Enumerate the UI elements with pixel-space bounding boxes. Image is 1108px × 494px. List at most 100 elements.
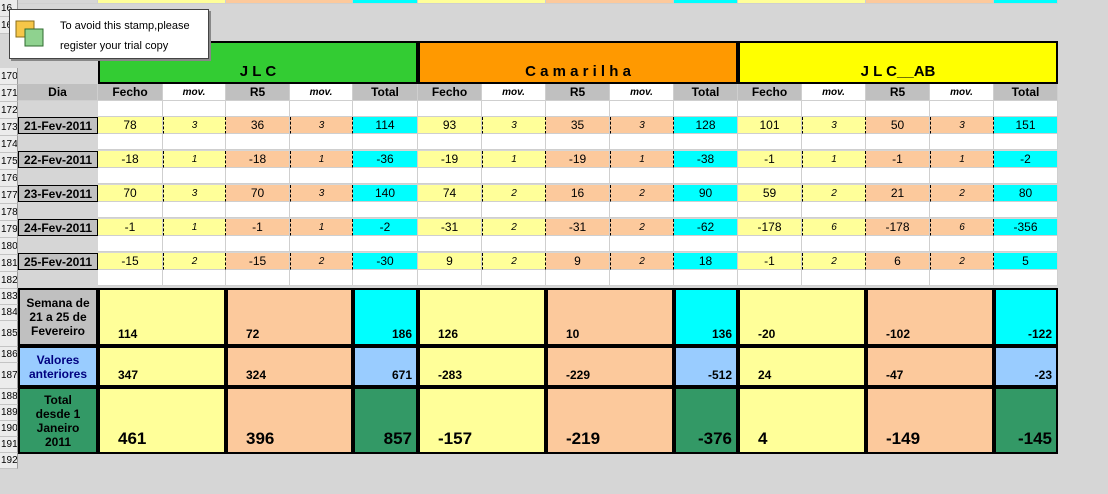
summary-value[interactable]: 396 <box>226 387 353 454</box>
summary-value[interactable]: -512 <box>674 346 738 387</box>
value-cell[interactable]: -31 <box>546 219 610 236</box>
summary-value[interactable]: 10 <box>546 288 674 346</box>
summary-value[interactable]: 461 <box>98 387 226 454</box>
value-cell[interactable]: 140 <box>353 185 418 202</box>
cutoff-cell[interactable]: 24 <box>738 0 866 4</box>
value-cell[interactable]: 2 <box>610 185 674 202</box>
summary-value[interactable]: 186 <box>353 288 418 346</box>
value-cell[interactable]: 80 <box>994 185 1058 202</box>
value-cell[interactable]: 35 <box>546 117 610 134</box>
value-cell[interactable]: -2 <box>353 219 418 236</box>
value-cell[interactable]: 2 <box>930 253 994 270</box>
value-cell[interactable]: 21 <box>866 185 930 202</box>
value-cell[interactable]: -15 <box>226 253 290 270</box>
value-cell[interactable]: 3 <box>290 185 353 202</box>
header-total[interactable]: Total <box>674 84 738 101</box>
date-cell[interactable]: 22-Fev-2011 <box>18 151 98 168</box>
cutoff-cell[interactable]: 2011 <box>18 0 98 4</box>
header-fecho[interactable]: Fecho <box>418 84 482 101</box>
header-fecho[interactable]: Fecho <box>738 84 802 101</box>
summary-value[interactable]: 857 <box>353 387 418 454</box>
summary-value[interactable]: -102 <box>866 288 994 346</box>
summary-value[interactable]: 72 <box>226 288 353 346</box>
value-cell[interactable]: 6 <box>802 219 866 236</box>
cutoff-cell[interactable]: 671 <box>353 0 418 4</box>
header-r5[interactable]: R5 <box>866 84 930 101</box>
value-cell[interactable]: 6 <box>866 253 930 270</box>
value-cell[interactable]: 70 <box>98 185 163 202</box>
value-cell[interactable]: 3 <box>482 117 546 134</box>
summary-value[interactable]: 136 <box>674 288 738 346</box>
value-cell[interactable]: 151 <box>994 117 1058 134</box>
value-cell[interactable]: 2 <box>802 253 866 270</box>
value-cell[interactable]: 50 <box>866 117 930 134</box>
value-cell[interactable]: 36 <box>226 117 290 134</box>
summary-value[interactable]: -47 <box>866 346 994 387</box>
value-cell[interactable]: 1 <box>163 151 226 168</box>
group-header-3[interactable]: J L C__AB <box>738 41 1058 84</box>
value-cell[interactable]: 3 <box>610 117 674 134</box>
date-cell[interactable]: 23-Fev-2011 <box>18 185 98 202</box>
value-cell[interactable]: 2 <box>163 253 226 270</box>
value-cell[interactable]: 2 <box>290 253 353 270</box>
summary-value[interactable]: -20 <box>738 288 866 346</box>
value-cell[interactable]: 2 <box>610 253 674 270</box>
value-cell[interactable]: 1 <box>930 151 994 168</box>
value-cell[interactable]: -38 <box>674 151 738 168</box>
value-cell[interactable]: 78 <box>98 117 163 134</box>
cutoff-cell[interactable]: -283 <box>418 0 546 4</box>
value-cell[interactable]: -62 <box>674 219 738 236</box>
summary-value[interactable]: -157 <box>418 387 546 454</box>
summary-value[interactable]: 671 <box>353 346 418 387</box>
value-cell[interactable]: -31 <box>418 219 482 236</box>
header-total[interactable]: Total <box>353 84 418 101</box>
value-cell[interactable]: 74 <box>418 185 482 202</box>
value-cell[interactable]: 114 <box>353 117 418 134</box>
value-cell[interactable]: 18 <box>674 253 738 270</box>
summary-value[interactable]: 347 <box>98 346 226 387</box>
header-total[interactable]: Total <box>994 84 1058 101</box>
summary-value[interactable]: -229 <box>546 346 674 387</box>
header-r5[interactable]: R5 <box>226 84 290 101</box>
cutoff-cell[interactable]: -229 <box>546 0 674 4</box>
summary-value[interactable]: -122 <box>994 288 1058 346</box>
value-cell[interactable]: 1 <box>802 151 866 168</box>
cutoff-cell[interactable]: 324 <box>226 0 353 4</box>
summary-value[interactable]: -283 <box>418 346 546 387</box>
summary-value[interactable]: -219 <box>546 387 674 454</box>
header-mov[interactable]: mov. <box>163 84 226 101</box>
value-cell[interactable]: 101 <box>738 117 802 134</box>
value-cell[interactable]: 93 <box>418 117 482 134</box>
summary-value[interactable]: 324 <box>226 346 353 387</box>
value-cell[interactable]: 6 <box>930 219 994 236</box>
summary-value[interactable]: 126 <box>418 288 546 346</box>
value-cell[interactable]: -18 <box>226 151 290 168</box>
value-cell[interactable]: -36 <box>353 151 418 168</box>
summary-value[interactable]: 4 <box>738 387 866 454</box>
header-r5[interactable]: R5 <box>546 84 610 101</box>
summary-value[interactable]: -376 <box>674 387 738 454</box>
cutoff-cell[interactable]: -23 <box>994 0 1058 4</box>
value-cell[interactable]: 2 <box>802 185 866 202</box>
date-cell[interactable]: 24-Fev-2011 <box>18 219 98 236</box>
value-cell[interactable]: 1 <box>290 151 353 168</box>
value-cell[interactable]: 16 <box>546 185 610 202</box>
date-cell[interactable]: 25-Fev-2011 <box>18 253 98 270</box>
value-cell[interactable]: 1 <box>290 219 353 236</box>
value-cell[interactable]: 2 <box>482 253 546 270</box>
cutoff-cell[interactable]: -512 <box>674 0 738 4</box>
header-mov[interactable]: mov. <box>482 84 546 101</box>
group-header-2[interactable]: C a m a r i l h a <box>418 41 738 84</box>
value-cell[interactable]: -15 <box>98 253 163 270</box>
value-cell[interactable]: 9 <box>546 253 610 270</box>
value-cell[interactable]: 9 <box>418 253 482 270</box>
header-fecho[interactable]: Fecho <box>98 84 163 101</box>
value-cell[interactable]: 1 <box>163 219 226 236</box>
value-cell[interactable]: 2 <box>482 219 546 236</box>
summary-value[interactable]: 24 <box>738 346 866 387</box>
value-cell[interactable]: 2 <box>610 219 674 236</box>
value-cell[interactable]: 70 <box>226 185 290 202</box>
value-cell[interactable]: -178 <box>738 219 802 236</box>
value-cell[interactable]: 3 <box>802 117 866 134</box>
